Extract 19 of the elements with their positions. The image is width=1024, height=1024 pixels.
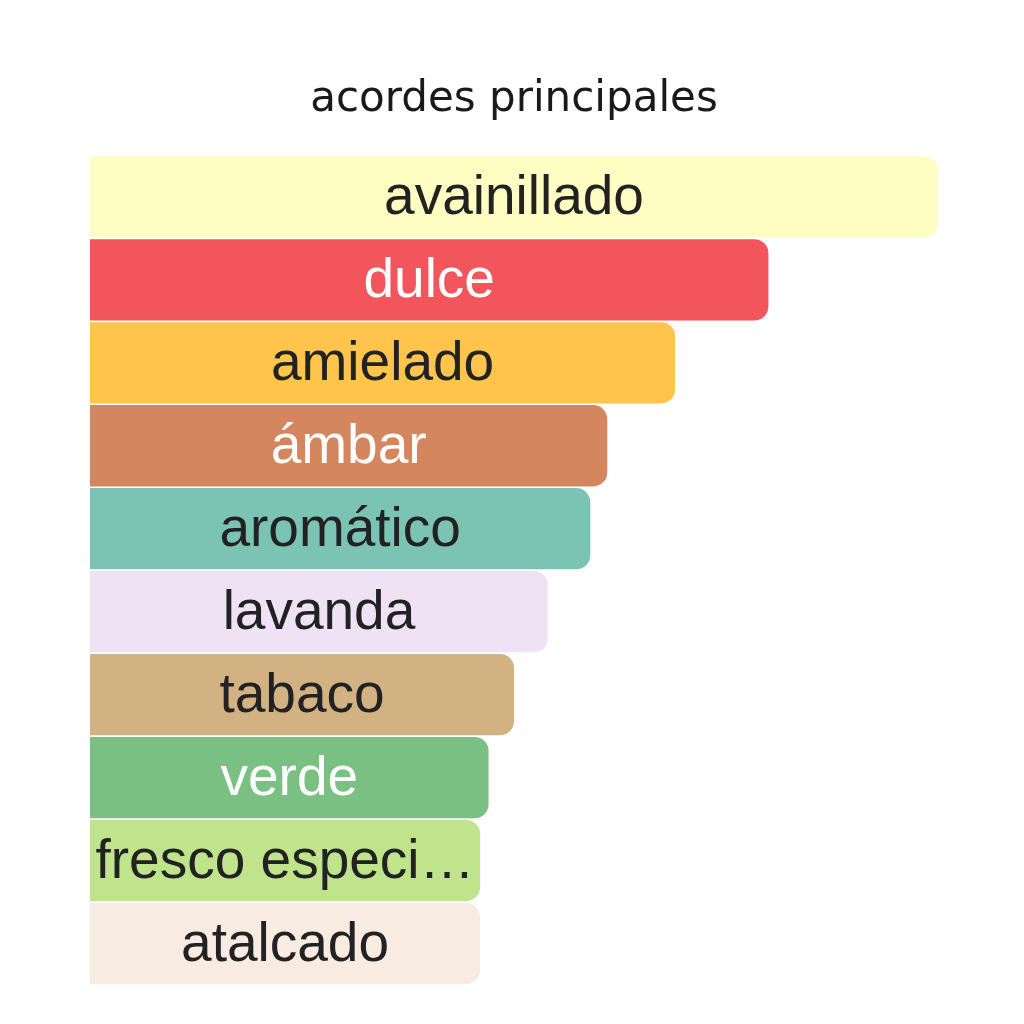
y-tick-label: amielado bbox=[270, 329, 495, 392]
bar bbox=[90, 322, 676, 404]
bar bbox=[90, 488, 591, 570]
bar bbox=[90, 736, 489, 819]
bar bbox=[90, 156, 938, 238]
chart-title: acordes principales bbox=[310, 72, 718, 122]
bar bbox=[90, 405, 608, 487]
y-tick-label: ámbar bbox=[270, 412, 427, 475]
bar bbox=[90, 571, 548, 653]
bar bbox=[90, 653, 514, 736]
y-tick-label: atalcado bbox=[181, 910, 390, 973]
y-tick-label: fresco especi… bbox=[95, 827, 475, 890]
y-tick-label: aromático bbox=[219, 495, 461, 558]
bar bbox=[90, 239, 769, 321]
y-tick-label: tabaco bbox=[219, 661, 385, 724]
y-tick-label: lavanda bbox=[222, 578, 416, 641]
y-tick-label: avainillado bbox=[384, 164, 644, 227]
y-tick-label: dulce bbox=[363, 247, 495, 310]
y-tick-label: verde bbox=[220, 744, 359, 807]
